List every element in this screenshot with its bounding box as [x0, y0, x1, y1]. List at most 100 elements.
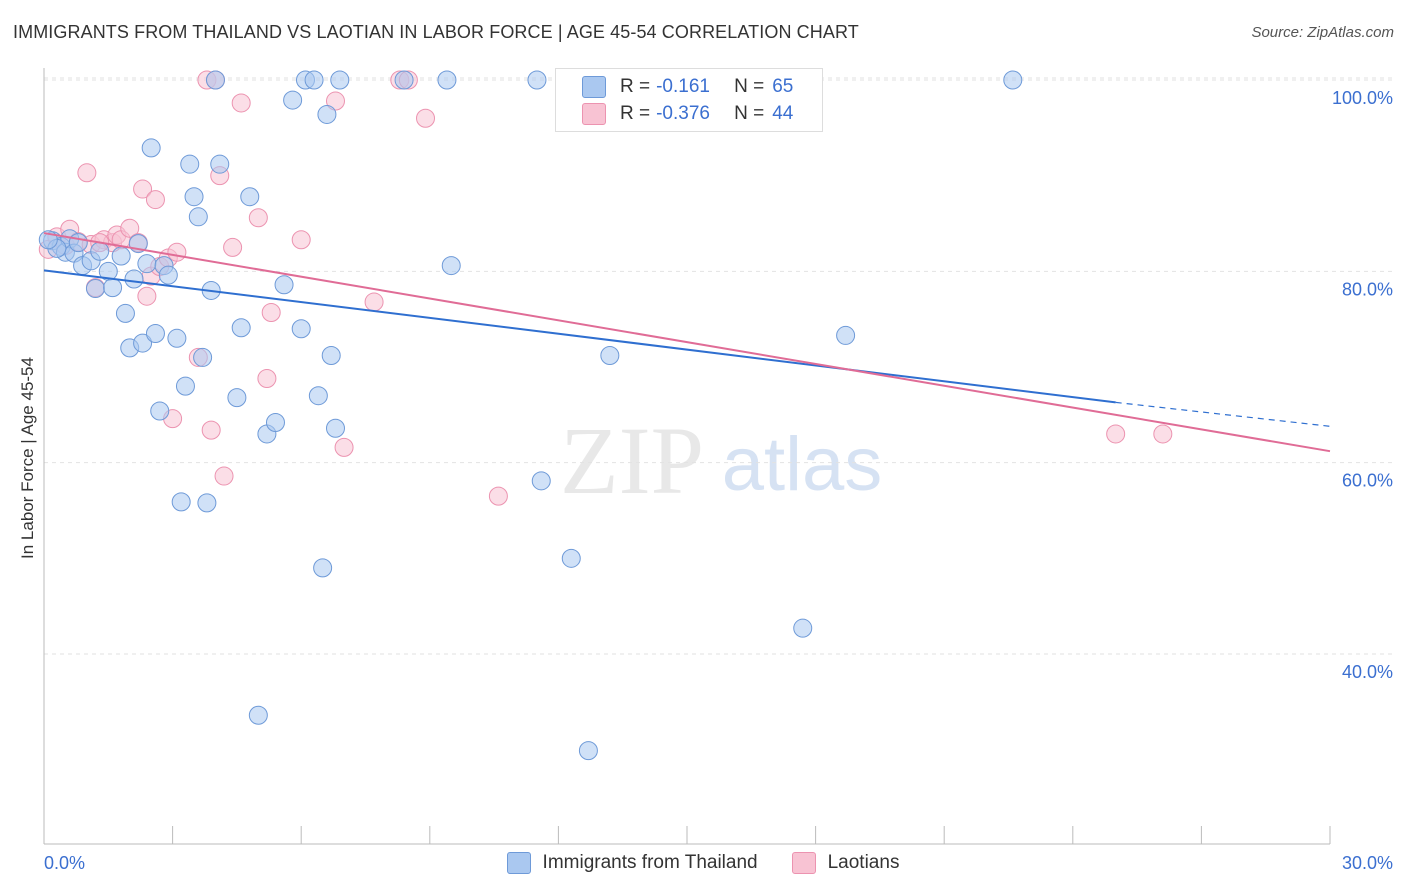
legend-label-laotians: Laotians — [827, 852, 900, 873]
legend-n-label: N = — [734, 76, 765, 97]
legend-row-laotians: R = -0.376 N = 44 — [556, 100, 793, 128]
data-point — [441, 256, 461, 276]
data-point — [188, 207, 208, 227]
data-point — [325, 418, 345, 438]
data-point — [133, 333, 153, 353]
data-point — [240, 187, 260, 207]
legend-swatch-laotians — [582, 103, 606, 125]
x-tick-label: 0.0% — [44, 853, 85, 873]
data-point — [308, 386, 328, 406]
data-point — [283, 90, 303, 110]
data-point — [115, 303, 135, 323]
chart-title: IMMIGRANTS FROM THAILAND VS LAOTIAN IN L… — [13, 22, 859, 42]
data-point — [437, 70, 457, 90]
legend-row-thailand: R = -0.161 N = 65 — [556, 73, 793, 101]
data-point — [248, 208, 268, 228]
legend-r-label: R = — [620, 103, 651, 124]
legend-r-value: -0.376 — [656, 103, 710, 124]
source-label: Source: ZipAtlas.com — [1251, 24, 1394, 41]
data-point — [85, 279, 105, 299]
data-point — [210, 154, 230, 174]
data-point — [364, 292, 384, 312]
data-point — [317, 104, 337, 124]
data-point — [248, 705, 268, 725]
legend-swatch-thailand — [582, 76, 606, 98]
data-point — [1153, 424, 1173, 444]
legend-r-value: -0.161 — [656, 76, 710, 97]
data-point — [205, 70, 225, 90]
legend-item-thailand[interactable]: Immigrants from Thailand — [506, 852, 758, 874]
data-point — [223, 237, 243, 257]
gridlines: 100.0% 80.0% 60.0% 40.0% — [44, 77, 1393, 682]
data-point — [231, 93, 251, 113]
data-point — [158, 265, 178, 285]
data-point — [334, 437, 354, 457]
axis-ticks: 0.0% 30.0% — [43, 826, 1393, 873]
trendlines — [43, 232, 1331, 453]
data-point — [527, 70, 547, 90]
data-point — [141, 138, 161, 158]
legend-label-thailand: Immigrants from Thailand — [542, 852, 758, 873]
data-point — [578, 741, 598, 761]
data-point — [261, 302, 281, 322]
trendline-thailand-extension — [1115, 401, 1331, 427]
data-point — [103, 278, 123, 298]
data-point — [531, 471, 551, 491]
data-point — [68, 233, 88, 253]
data-point — [394, 70, 414, 90]
data-point — [171, 492, 191, 512]
data-point — [167, 242, 187, 262]
legend-n-value: 44 — [772, 103, 794, 124]
watermark-zip: ZIP — [560, 407, 704, 514]
legend-r-label: R = — [620, 76, 651, 97]
legend-n-label: N = — [734, 103, 765, 124]
data-point — [111, 246, 131, 266]
data-point — [145, 190, 165, 210]
data-point — [1106, 424, 1126, 444]
data-point — [124, 269, 144, 289]
data-point — [137, 254, 157, 274]
data-point — [265, 412, 285, 432]
data-point — [416, 108, 436, 128]
data-point — [227, 388, 247, 408]
data-point — [793, 618, 813, 638]
data-point — [90, 241, 110, 261]
data-point — [175, 376, 195, 396]
data-point — [321, 346, 341, 366]
data-point — [600, 346, 620, 366]
data-point — [1003, 70, 1023, 90]
data-point — [257, 368, 277, 388]
data-point — [836, 325, 856, 345]
data-point — [304, 70, 324, 90]
data-point — [193, 347, 213, 367]
series-legend: Immigrants from Thailand Laotians — [0, 852, 1406, 874]
data-point — [214, 466, 234, 486]
data-point — [561, 548, 581, 568]
data-point — [180, 154, 200, 174]
data-point — [291, 230, 311, 250]
data-point — [325, 91, 345, 111]
watermark: ZIP atlas — [560, 407, 882, 514]
data-point — [150, 401, 170, 421]
series-thailand — [38, 70, 1023, 761]
legend-n-value: 65 — [772, 76, 794, 97]
y-tick-label: 60.0% — [1342, 471, 1393, 491]
y-tick-label: 80.0% — [1342, 279, 1393, 299]
trendline-laotians — [43, 232, 1331, 453]
data-point — [197, 493, 217, 513]
data-point — [133, 179, 153, 199]
data-point — [201, 420, 221, 440]
data-point — [330, 70, 350, 90]
data-point — [274, 275, 294, 295]
data-point — [231, 318, 251, 338]
data-point — [120, 218, 140, 238]
trendline-thailand — [43, 269, 1116, 404]
legend-item-laotians[interactable]: Laotians — [791, 852, 900, 874]
y-tick-label: 40.0% — [1342, 662, 1393, 682]
legend-swatch-thailand — [506, 852, 531, 874]
x-tick-label: 30.0% — [1342, 853, 1393, 873]
watermark-atlas: atlas — [722, 422, 883, 507]
data-point — [184, 187, 204, 207]
data-point — [137, 286, 157, 306]
